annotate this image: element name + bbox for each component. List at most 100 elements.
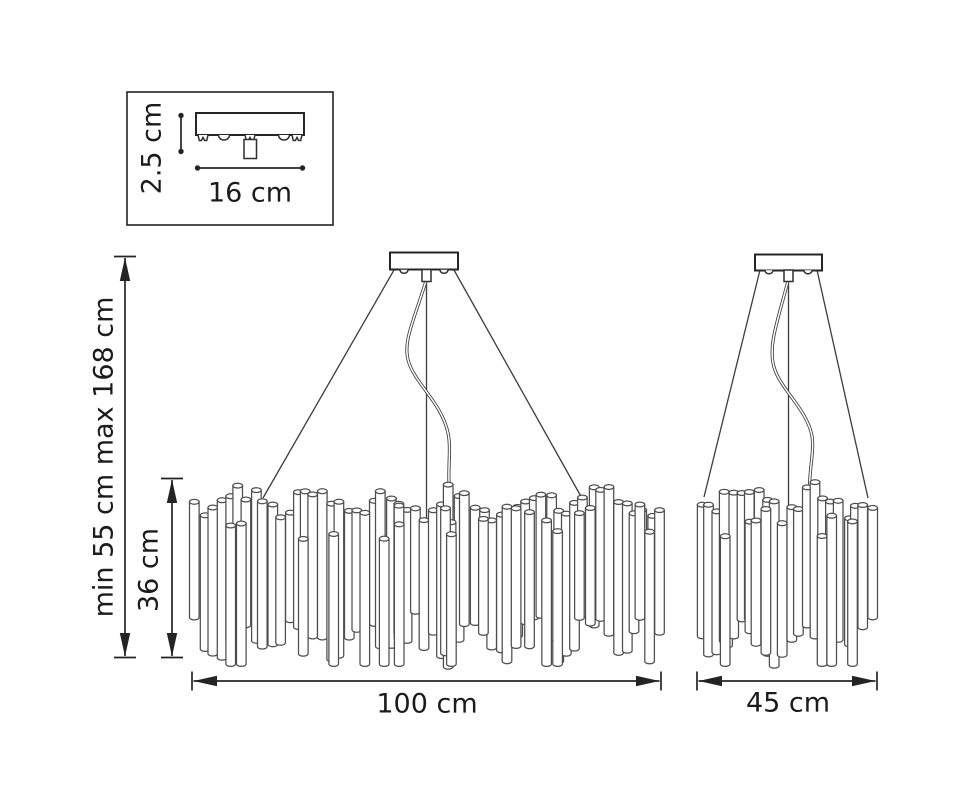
tube-cap — [753, 486, 765, 494]
tube-cap — [299, 488, 311, 495]
canopy-height-label: 2.5 cm — [137, 102, 168, 195]
tube-cap — [359, 509, 371, 516]
tube — [644, 531, 656, 665]
tube-cap — [553, 507, 565, 514]
tube-cap — [584, 504, 596, 512]
tube-cap — [297, 535, 309, 542]
canopy-detail-inset: 2.5 cm 16 cm — [126, 91, 334, 226]
tube — [826, 515, 838, 667]
large-width-label: 100 cm — [376, 689, 477, 720]
tube-cap — [847, 518, 858, 525]
tube-cap — [552, 528, 564, 535]
tube-cap — [409, 505, 421, 512]
tube-cap — [573, 510, 585, 517]
overall-height-dimension: min 55 cm max 168 cm — [89, 255, 136, 659]
tube-cap — [634, 501, 646, 508]
tube-cap — [816, 532, 828, 540]
tube-cap — [479, 507, 490, 514]
dim-dot — [194, 165, 201, 171]
tube — [256, 500, 268, 650]
tube-cap — [524, 509, 535, 516]
tube-cap — [469, 504, 481, 511]
tube — [328, 533, 340, 667]
tube-cap — [719, 533, 731, 540]
large-canopy — [389, 251, 459, 283]
tube — [760, 508, 772, 656]
canopy-height-dimension: 2.5 cm — [137, 102, 184, 195]
tube-cap — [240, 496, 252, 503]
tube-cap — [458, 490, 470, 497]
tube-cap — [817, 495, 829, 502]
tube — [207, 506, 219, 657]
tube-cap — [232, 482, 244, 489]
small-width-dimension: 45 cm — [696, 671, 878, 719]
arrow-right — [852, 675, 876, 687]
canopy-plate — [389, 251, 459, 271]
tube-cap — [501, 503, 513, 510]
tube — [603, 486, 615, 637]
tube-cap — [385, 495, 397, 502]
tube-cap — [760, 505, 772, 513]
canopy-clip-right — [291, 134, 303, 142]
tube-cap — [654, 507, 665, 514]
canopy-center-stem — [243, 138, 258, 160]
tube — [573, 512, 585, 621]
tube — [541, 519, 553, 667]
tube-cap — [857, 501, 869, 509]
canopy-width-dimension: 16 cm — [194, 165, 306, 209]
tube — [792, 508, 804, 637]
suspension-wire-right — [816, 269, 869, 499]
tube — [418, 519, 430, 651]
tube — [768, 500, 780, 669]
arrow-up — [119, 257, 131, 281]
tube-cap — [275, 514, 287, 521]
tube — [188, 501, 200, 621]
tube — [584, 507, 596, 627]
tube-cap — [541, 517, 553, 524]
tube-cap — [703, 501, 714, 508]
tube — [307, 493, 319, 640]
canopy-side-view — [195, 112, 305, 160]
canopy-foot-right — [277, 134, 291, 141]
tube-cap — [328, 530, 340, 538]
tube — [235, 522, 247, 667]
tube-cap — [743, 488, 755, 496]
canopy-connector — [421, 268, 432, 283]
tube — [501, 506, 513, 665]
tube-cap — [440, 505, 451, 512]
tube-cap — [307, 491, 319, 498]
tube-cap — [442, 481, 454, 488]
tube-cap — [235, 520, 247, 527]
tube — [316, 490, 328, 641]
body-height-dimension: 36 cm — [134, 477, 183, 659]
tube-cap — [225, 522, 237, 529]
tube — [634, 503, 646, 621]
arrow-down — [166, 633, 178, 657]
tube-cap — [445, 531, 457, 538]
tube-cap — [378, 535, 390, 542]
arrow-left — [193, 675, 217, 687]
tube — [297, 538, 309, 657]
tube-cap — [776, 520, 788, 527]
tube — [275, 516, 287, 646]
tube-cap — [267, 501, 279, 508]
tube-cap — [393, 502, 405, 509]
small-canopy — [754, 253, 823, 283]
canopy-bump-right — [803, 270, 813, 275]
tube-cap — [256, 498, 268, 505]
tube-cap — [477, 515, 489, 522]
tube-cluster-small — [696, 479, 879, 669]
tube — [524, 511, 535, 650]
canopy-bump-right — [439, 269, 449, 275]
tube-cap — [768, 498, 780, 505]
canopy-foot-left — [217, 134, 231, 141]
tube-cap — [418, 517, 430, 524]
tube-cap — [207, 504, 219, 511]
tube — [359, 512, 371, 667]
tube — [225, 524, 237, 667]
tube — [477, 518, 489, 636]
suspension-wire-right — [453, 269, 584, 501]
tube — [847, 520, 858, 667]
dim-dot — [299, 165, 306, 171]
